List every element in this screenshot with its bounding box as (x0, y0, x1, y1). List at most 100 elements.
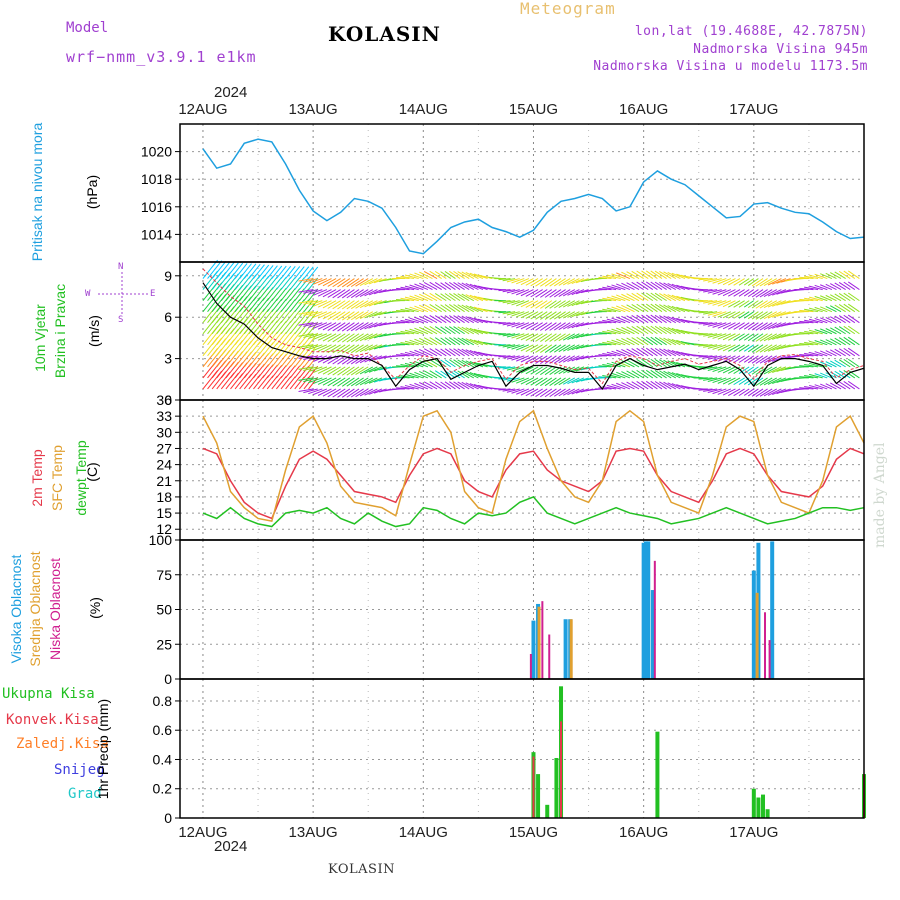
wind-arrow (449, 326, 461, 335)
wind-arrow (502, 322, 516, 326)
wind-arrow (667, 271, 681, 280)
wind-arrow (611, 273, 626, 280)
wind-arrow (703, 311, 718, 315)
wind-arrow (525, 355, 539, 364)
wind-arrow (654, 336, 667, 346)
wind-arrow (368, 300, 383, 307)
wind-arrow (396, 365, 410, 368)
wind-arrow (759, 344, 773, 353)
wind-arrow (457, 293, 470, 302)
wind-arrow (257, 275, 270, 290)
wind-arrow (671, 327, 686, 335)
wind-arrow (712, 366, 727, 373)
wind-arrow (303, 366, 318, 372)
wind-arrow (645, 380, 658, 390)
wind-arrow (341, 322, 355, 332)
wind-arrow (738, 322, 750, 330)
wind-arrow (654, 303, 667, 313)
wind-arrow (414, 283, 429, 291)
wind-arrow (355, 366, 369, 375)
wind-arrow (616, 283, 631, 291)
wind-arrow (271, 331, 283, 346)
wind-arrow (567, 366, 580, 374)
wind-arrow (727, 300, 741, 308)
wind-arrow (772, 388, 787, 396)
wind-arrow (530, 289, 543, 298)
wind-arrow (544, 278, 557, 287)
wind-arrow (621, 382, 635, 390)
wind-arrow (838, 381, 851, 390)
wind-arrow (650, 380, 663, 390)
wind-arrow (641, 358, 654, 368)
wind-arrow (834, 348, 846, 357)
wind-arrow (755, 344, 768, 353)
wind-arrow (631, 326, 644, 335)
wind-arrow (373, 322, 387, 328)
wind-arrow (834, 359, 846, 368)
wind-arrow (230, 262, 244, 279)
wind-arrow (776, 377, 791, 384)
y-tick-label: 1020 (141, 144, 172, 160)
y-tick-label: 3 (164, 351, 172, 367)
wind-arrow (626, 315, 640, 324)
wind-arrow (707, 355, 722, 360)
wind-arrow (606, 318, 621, 324)
wind-arrow (611, 317, 626, 324)
wind-arrow (809, 329, 823, 335)
cloud-high-bar (751, 570, 756, 679)
wind-arrow (549, 322, 562, 331)
wind-arrow (825, 383, 837, 390)
wind-arrow (558, 300, 571, 308)
wind-arrow (257, 286, 270, 301)
wind-arrow (562, 300, 576, 308)
wind-arrow (641, 292, 654, 302)
wind-arrow (449, 315, 461, 324)
wind-arrow (544, 322, 557, 331)
wind-arrow (266, 298, 278, 312)
wind-arrow (332, 278, 346, 288)
wind-arrow (562, 289, 576, 297)
wind-arrow (498, 311, 511, 314)
wind-arrow (465, 316, 479, 324)
wind-arrow (712, 388, 727, 395)
wind-arrow (341, 388, 355, 398)
wind-arrow (616, 294, 631, 302)
wind-arrow (313, 388, 328, 396)
wind-arrow (322, 388, 337, 397)
wind-arrow (755, 333, 768, 342)
wind-arrow (262, 364, 274, 379)
wind-arrow (473, 350, 488, 357)
wind-arrow (285, 343, 296, 357)
wind-arrow (707, 377, 722, 382)
wind-arrow (511, 388, 525, 394)
wind-arrow (838, 348, 851, 357)
compass-n: N (118, 262, 124, 272)
wind-arrow (294, 332, 305, 346)
wind-arrow (707, 344, 722, 349)
wind-arrow (469, 272, 484, 280)
wind-arrow (327, 333, 341, 343)
wind-arrow (738, 366, 750, 374)
wind-arrow (317, 278, 332, 286)
wind-arrow (303, 278, 318, 283)
wind-arrow (317, 333, 332, 341)
wind-arrow (280, 365, 292, 379)
wind-arrow (461, 337, 475, 346)
wind-arrow (611, 383, 626, 390)
wind-arrow (429, 281, 442, 291)
bottom-date-label: 13AUG (289, 824, 338, 841)
wind-arrow (751, 278, 764, 287)
wind-arrow (429, 337, 442, 346)
wind-arrow (461, 348, 475, 357)
wind-arrow (516, 300, 530, 307)
wind-arrow (558, 289, 571, 297)
wind-arrow (626, 370, 640, 379)
wind-arrow (575, 322, 589, 328)
wind-arrow (727, 377, 741, 385)
wind-arrow (266, 276, 278, 290)
wind-arrow (341, 377, 355, 387)
wind-arrow (825, 294, 837, 302)
cloud-mid-bar (537, 606, 541, 679)
wind-arrow (804, 330, 819, 335)
bottom-date-label: 17AUG (729, 824, 778, 841)
